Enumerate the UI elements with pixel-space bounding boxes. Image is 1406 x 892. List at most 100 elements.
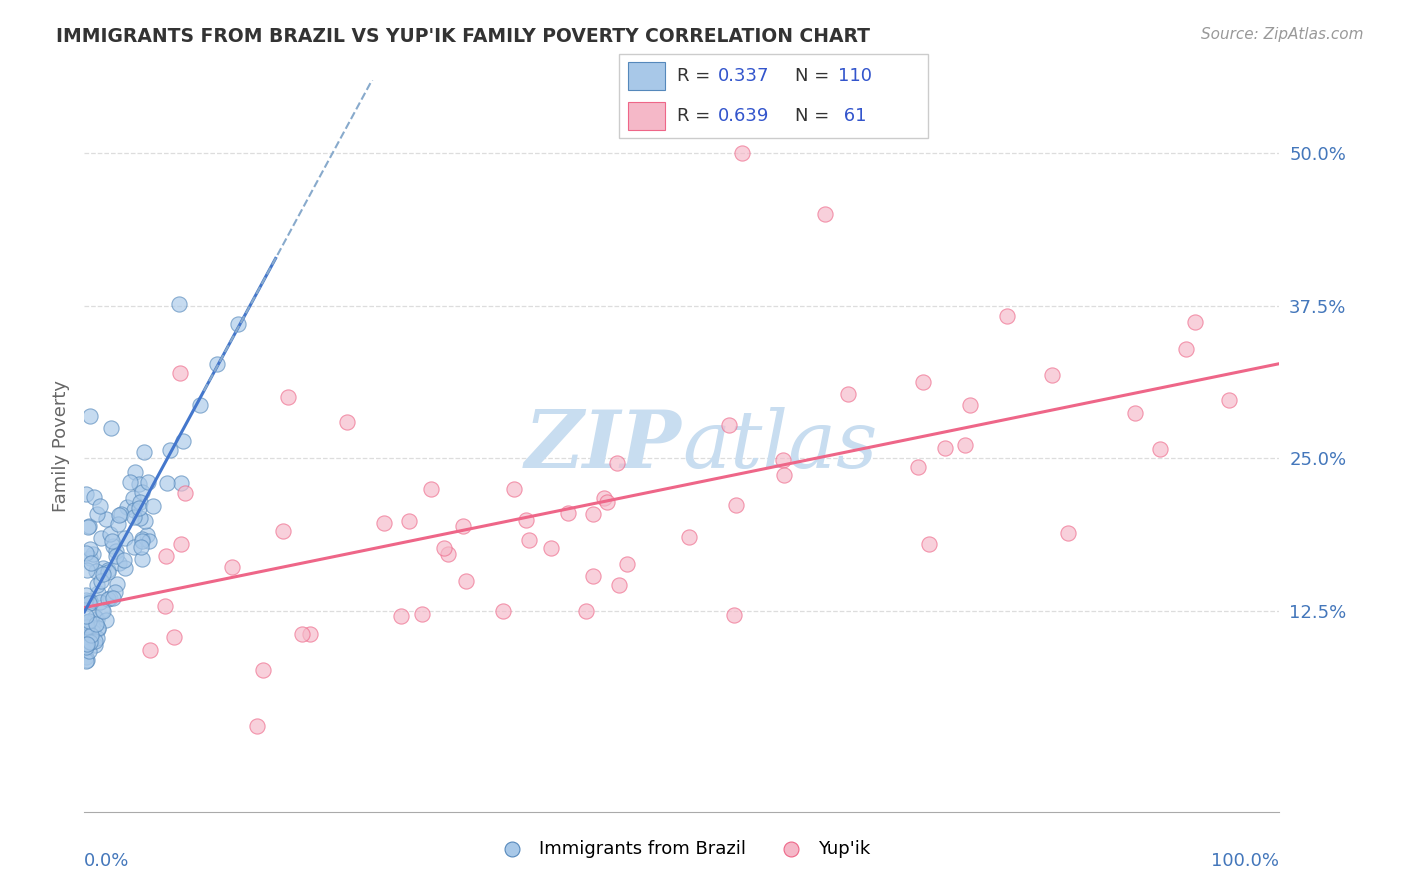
Point [606, 456, 628, 470]
Point [93, 604, 115, 618]
Point [76, 563, 98, 577]
Text: Source: ZipAtlas.com: Source: ZipAtlas.com [1201, 27, 1364, 42]
Point [98, 591, 121, 605]
Point [76, 626, 98, 640]
Point [86, 508, 108, 522]
Point [115, 500, 138, 514]
Point [128, 476, 150, 491]
Point [132, 444, 155, 458]
Point [91, 567, 114, 582]
Point [156, 475, 179, 490]
Point [124, 503, 146, 517]
Legend: Immigrants from Brazil, Yup'ik: Immigrants from Brazil, Yup'ik [486, 832, 877, 865]
Point [291, 627, 314, 641]
Point [77, 643, 100, 657]
Point [205, 357, 228, 371]
Text: atlas: atlas [682, 408, 877, 484]
Bar [628, 102, 665, 130]
Point [772, 453, 794, 467]
Point [76, 618, 98, 632]
Point [911, 376, 934, 390]
Point [84, 617, 107, 632]
Text: N =: N = [794, 107, 835, 125]
Point [411, 607, 433, 622]
Point [131, 533, 153, 548]
Text: 61: 61 [838, 107, 866, 125]
Point [515, 513, 537, 527]
Point [1040, 368, 1063, 383]
Point [492, 604, 515, 618]
Point [77, 614, 100, 628]
Point [135, 528, 157, 542]
Point [131, 532, 153, 546]
Point [169, 366, 191, 380]
Point [75, 649, 97, 664]
Point [1175, 342, 1198, 356]
Point [91, 603, 114, 617]
Point [105, 543, 128, 558]
Point [90, 532, 112, 546]
Point [188, 398, 211, 412]
Point [75, 545, 97, 559]
Point [118, 475, 141, 489]
Point [80, 556, 103, 570]
Text: R =: R = [678, 107, 717, 125]
Point [955, 438, 977, 452]
Point [172, 434, 194, 448]
Point [138, 533, 160, 548]
Point [773, 467, 796, 482]
Point [502, 483, 524, 497]
Point [959, 398, 981, 412]
Point [557, 506, 579, 520]
Point [519, 533, 541, 548]
Point [228, 318, 250, 332]
Point [80, 627, 103, 641]
Point [389, 609, 412, 624]
Point [582, 507, 605, 521]
Point [170, 475, 193, 490]
Point [75, 615, 97, 629]
Point [75, 486, 97, 500]
Point [79, 635, 101, 649]
Point [934, 442, 956, 456]
Point [86, 578, 108, 592]
Point [100, 421, 122, 435]
Point [104, 549, 127, 563]
Point [79, 551, 101, 566]
Point [79, 519, 101, 533]
Point [107, 517, 129, 532]
Point [456, 574, 478, 588]
Point [122, 540, 145, 554]
Point [98, 526, 121, 541]
Point [373, 516, 395, 530]
Point [246, 719, 269, 733]
Point [174, 486, 197, 500]
Point [128, 511, 150, 525]
Point [96, 613, 118, 627]
Point [76, 632, 98, 647]
Point [138, 642, 160, 657]
Text: R =: R = [678, 67, 717, 85]
Text: ZIP: ZIP [524, 408, 682, 484]
Point [131, 484, 153, 499]
Point [79, 594, 101, 608]
Point [108, 508, 131, 523]
Point [1057, 525, 1080, 540]
Point [453, 518, 475, 533]
Point [76, 637, 98, 651]
Point [83, 638, 105, 652]
Text: 0.0%: 0.0% [84, 852, 129, 870]
Point [437, 547, 460, 561]
Point [575, 604, 598, 618]
Point [128, 501, 150, 516]
Point [75, 593, 97, 607]
Point [76, 617, 98, 632]
Point [1184, 315, 1206, 329]
Text: 0.639: 0.639 [717, 107, 769, 125]
Point [1123, 406, 1146, 420]
Point [89, 595, 111, 609]
Y-axis label: Family Poverty: Family Poverty [52, 380, 70, 512]
Point [837, 387, 859, 401]
Point [419, 483, 441, 497]
Point [75, 640, 97, 655]
